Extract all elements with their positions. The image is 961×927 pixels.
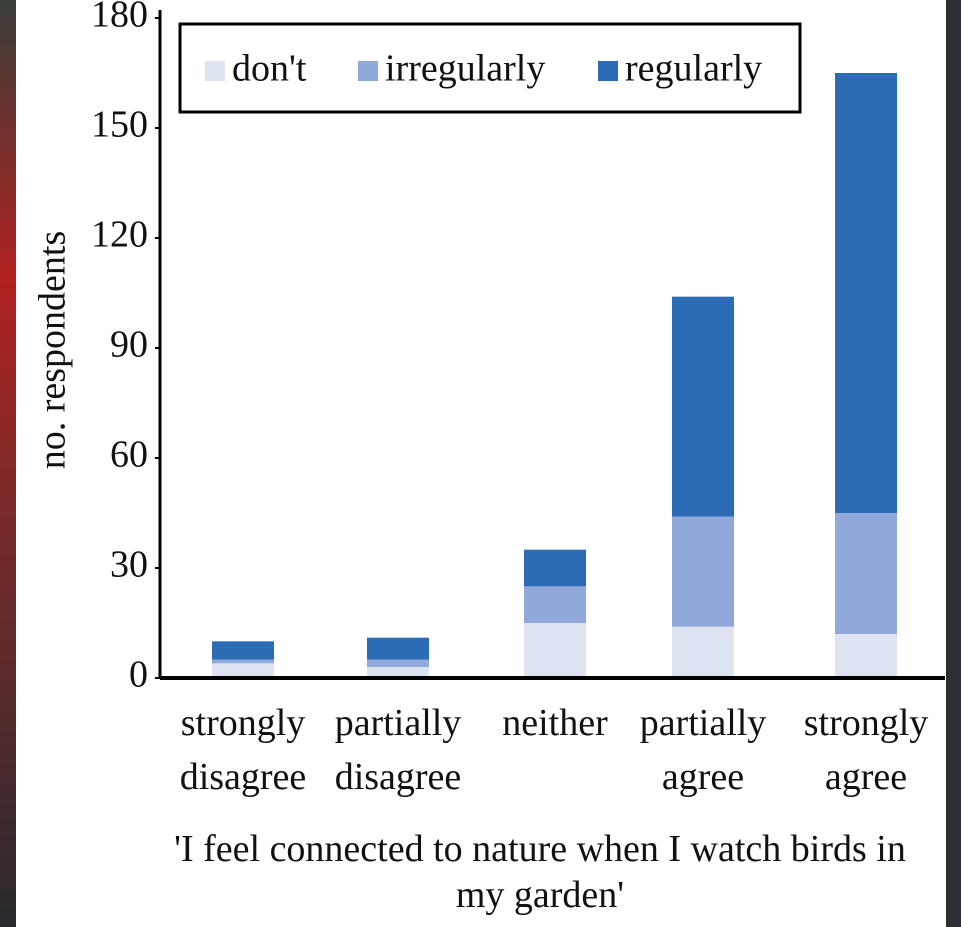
legend-label: irregularly [385, 48, 545, 90]
bar-segment [367, 659, 429, 667]
legend-label: don't [232, 48, 307, 90]
y-tick-label: 30 [110, 544, 148, 586]
bar-segment [212, 659, 274, 664]
bar-segment [212, 641, 274, 660]
x-tick-label: partially disagree [335, 702, 462, 798]
photo-edge [946, 0, 961, 927]
x-tick-label: neither [502, 702, 608, 744]
y-tick-label: 0 [129, 654, 148, 696]
y-tick-label: 180 [91, 0, 148, 36]
legend-swatch [358, 61, 378, 81]
x-tick-label: strongly agree [804, 702, 929, 798]
x-axis-label: 'I feel connected to nature when I watch… [174, 828, 906, 916]
y-tick-label: 120 [91, 214, 148, 256]
legend-label: regularly [625, 48, 762, 90]
x-tick-label: partially agree [640, 702, 767, 798]
legend-swatch [205, 61, 225, 81]
bar-segment [524, 623, 586, 678]
legend-swatch [598, 61, 618, 81]
bar-segment [524, 586, 586, 623]
bar-segment [367, 667, 429, 678]
bar-segment [367, 637, 429, 660]
y-axis-label: no. respondents [32, 231, 74, 470]
bar-segment [524, 549, 586, 587]
bar-segment [835, 513, 897, 634]
x-tick-label: strongly disagree [180, 702, 307, 798]
bar-segment [835, 634, 897, 678]
legend-box [178, 22, 802, 114]
bar-segment [835, 73, 897, 513]
y-tick-label: 60 [110, 434, 148, 476]
bar-segment [672, 516, 734, 627]
photo-edge [0, 0, 16, 927]
bar-segment [212, 663, 274, 678]
bar-segment [672, 296, 734, 517]
y-tick-label: 150 [91, 104, 148, 146]
bar-segment [672, 626, 734, 678]
y-tick-label: 90 [110, 324, 148, 366]
